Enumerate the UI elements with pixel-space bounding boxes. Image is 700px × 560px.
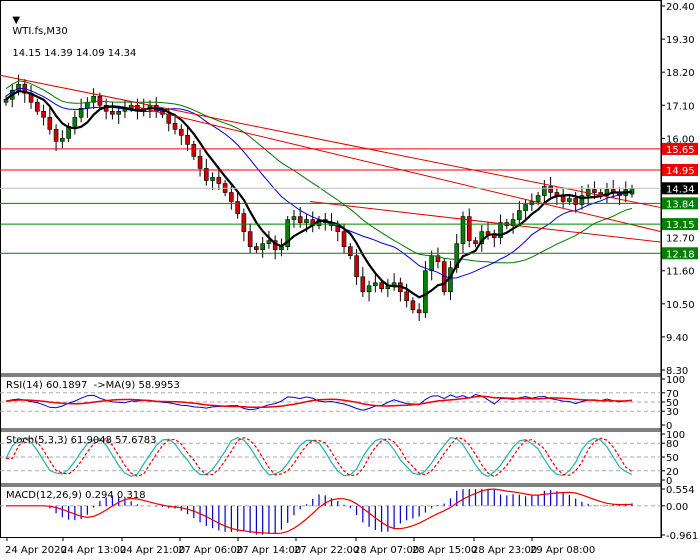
axis-label: 0 — [666, 421, 672, 432]
price-tag — [662, 142, 698, 155]
axis-label: -0.961 — [666, 531, 698, 542]
stoch-label: Stoch(5,3,3) 61.9048 57.6783 — [6, 435, 157, 446]
macd-histogram — [42, 489, 633, 535]
axis-label: 20 — [666, 467, 679, 478]
time-axis-label: 27 Apr 14:00 — [236, 545, 301, 556]
axis-label: 8.30 — [666, 366, 688, 377]
ma-slow-line — [5, 80, 633, 264]
price-tag-label: 13.84 — [666, 199, 695, 210]
time-axis-label: 24 Apr 2020 — [5, 545, 67, 556]
stoch-k-line — [5, 437, 633, 478]
time-axis-label: 28 Apr 23:00 — [472, 545, 537, 556]
price-tag — [662, 163, 698, 176]
axis-label: 12.70 — [666, 234, 695, 245]
axis-label: 50 — [666, 453, 679, 464]
axis-label: 80 — [666, 439, 679, 450]
time-axis-label: 28 Apr 15:00 — [412, 545, 477, 556]
ma-fast-line — [5, 90, 633, 299]
price-tag — [662, 197, 698, 210]
axis-label: 20.40 — [666, 2, 695, 13]
time-axis-label: 28 Apr 07:00 — [354, 545, 419, 556]
time-axis-label: 27 Apr 06:00 — [178, 545, 243, 556]
price-tag — [662, 247, 698, 260]
axis-label: 19.30 — [666, 35, 695, 46]
price-tag-label: 15.65 — [666, 145, 695, 156]
axis-label: 50 — [666, 398, 679, 409]
axis-label: 100 — [666, 375, 685, 386]
3 2 — [6, 488, 633, 535]
price-tag-label: 14.34 — [666, 184, 695, 195]
chart-header: ▼ WTI.fs,M30 14.15 14.39 14.09 14.34 — [6, 4, 136, 59]
symbol-label: WTI.fs,M30 — [12, 26, 68, 37]
stoch-d-line — [6, 437, 633, 478]
axis-label: 10.50 — [666, 300, 695, 311]
trend-line-lower — [309, 201, 662, 243]
rsi-ma-line — [5, 395, 633, 409]
price-tag-label: 14.95 — [666, 166, 695, 177]
trend-line-upper — [0, 74, 662, 209]
axis-label: 30 — [666, 407, 679, 418]
price-tag-label: 13.15 — [666, 220, 695, 231]
axis-label: 11.60 — [666, 267, 695, 278]
axis-label: 17.10 — [666, 101, 695, 112]
collapse-triangle-icon[interactable]: ▼ — [12, 15, 21, 26]
trend-line-mid — [129, 104, 662, 233]
axis-label: 100 — [666, 430, 685, 441]
price-tag — [662, 218, 698, 231]
axis-label: 0.554 — [666, 485, 695, 496]
axis-label: 9.40 — [666, 333, 688, 344]
rsi-label: RSI(14) 60.1897 ->MA(9) 58.9953 — [6, 380, 180, 391]
macd-label: MACD(12,26,9) 0.294 0.318 — [6, 490, 146, 501]
time-axis-label: 24 Apr 13:00 — [61, 545, 126, 556]
time-axis-label: 27 Apr 22:00 — [294, 545, 359, 556]
axis-label: 70 — [666, 389, 679, 400]
axis-label: 0 — [666, 476, 672, 487]
price-tag-label: 12.18 — [666, 249, 695, 260]
axis-label: 16.00 — [666, 134, 695, 145]
axis-label: 18.20 — [666, 68, 695, 79]
axis-label: 0.00 — [666, 502, 688, 513]
time-axis-label: 29 Apr 08:00 — [530, 545, 595, 556]
rsi-line — [5, 393, 633, 411]
price-tag — [662, 182, 698, 195]
time-axis-label: 24 Apr 21:00 — [120, 545, 185, 556]
ohlc-values: 14.15 14.39 14.09 14.34 — [12, 48, 137, 59]
